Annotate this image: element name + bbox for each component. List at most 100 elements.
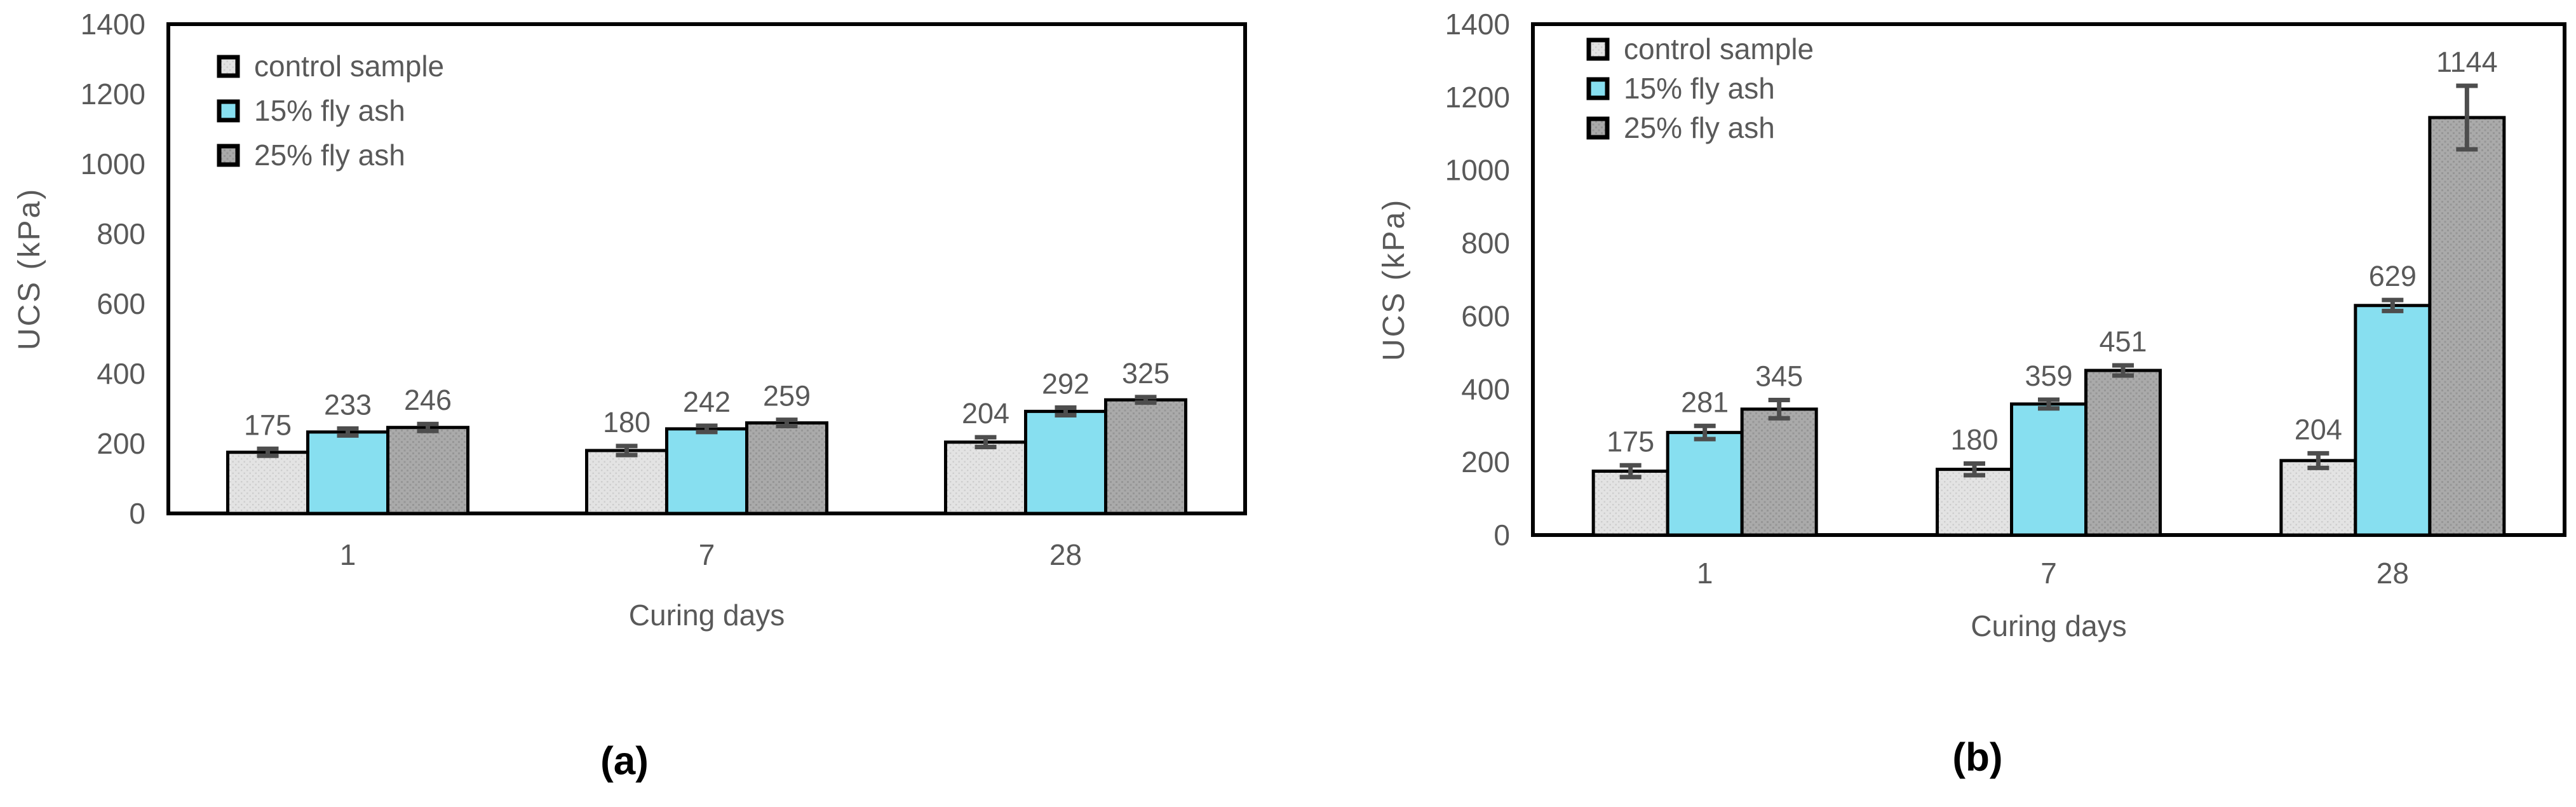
legend-item-control-sample: control sample	[1586, 32, 1814, 65]
y-tick-label: 1200	[81, 78, 145, 111]
bar-control-sample-day28	[944, 440, 1027, 515]
legend-swatch	[1586, 77, 1610, 100]
bar-25-fly-ash-day7	[2084, 369, 2162, 537]
bar-25-fly-ash-day1	[1740, 407, 1818, 537]
bar-value-label: 345	[1755, 360, 1803, 393]
bar-control-sample-day7	[1936, 468, 2013, 537]
x-axis-title: Curing days	[1971, 609, 2126, 642]
x-tick-label: 7	[699, 538, 715, 571]
error-bar	[1768, 398, 1790, 421]
legend-item-15-fly-ash: 15% fly ash	[217, 94, 405, 127]
legend-item-25-fly-ash: 25% fly ash	[1586, 111, 1775, 144]
bar-value-label: 233	[324, 388, 372, 421]
bar-15-fly-ash-day7	[665, 427, 748, 515]
bar-value-label: 451	[2099, 325, 2147, 358]
error-bar	[2038, 397, 2060, 411]
error-bar	[974, 435, 997, 449]
y-tick-label: 800	[97, 217, 145, 250]
bar-value-label: 204	[962, 397, 1009, 430]
y-tick-label: 1400	[1445, 8, 1510, 41]
y-tick-label: 600	[1461, 299, 1510, 332]
y-tick-label: 0	[129, 497, 145, 530]
legend-item-control-sample: control sample	[217, 50, 444, 83]
error-bar	[2112, 363, 2134, 378]
bar-value-label: 242	[683, 386, 731, 418]
bar-value-label: 175	[1607, 425, 1654, 458]
legend-item-25-fly-ash: 25% fly ash	[217, 139, 405, 172]
bar-15-fly-ash-day28	[2354, 304, 2432, 537]
x-axis-title: Curing days	[629, 599, 785, 632]
error-bar	[696, 423, 718, 435]
error-bar	[2456, 83, 2478, 152]
y-tick-label: 1000	[1445, 154, 1510, 187]
bar-control-sample-day1	[1591, 470, 1669, 537]
y-tick-label: 1200	[1445, 81, 1510, 114]
bar-25-fly-ash-day1	[386, 426, 469, 515]
legend-swatch	[217, 55, 240, 78]
caption-b: (b)	[1952, 735, 2003, 780]
y-tick-label: 400	[1461, 372, 1510, 405]
bar-value-label: 325	[1122, 357, 1170, 390]
bar-25-fly-ash-day28	[2428, 116, 2506, 537]
y-axis-title: UCS (kPa)	[1377, 198, 1411, 361]
bar-25-fly-ash-day28	[1104, 398, 1187, 515]
error-bar	[1619, 463, 1642, 480]
y-tick-label: 400	[97, 357, 145, 390]
bar-value-label: 359	[2025, 360, 2072, 392]
y-tick-label: 200	[1461, 445, 1510, 478]
y-tick-label: 0	[1494, 519, 1510, 552]
legend-label: 25% fly ash	[1624, 111, 1775, 144]
caption-a: (a)	[600, 739, 649, 783]
bar-value-label: 246	[404, 384, 452, 416]
bar-15-fly-ash-day28	[1024, 409, 1107, 515]
bar-value-label: 281	[1681, 386, 1729, 418]
bar-value-label: 175	[244, 409, 292, 441]
error-bar	[616, 444, 638, 458]
error-bar	[2382, 297, 2404, 313]
legend-swatch	[217, 144, 240, 167]
y-tick-label: 1000	[81, 147, 145, 180]
legend-swatch	[1586, 116, 1610, 140]
legend-swatch	[1586, 37, 1610, 61]
legend-label: 15% fly ash	[254, 94, 405, 127]
y-tick-label: 600	[97, 287, 145, 320]
legend-label: control sample	[1624, 32, 1814, 65]
bar-chart-b: 0 200 400 600 800 1000 1200 1400 UCS (kPa) 1 7 28 Cu…	[1377, 8, 2566, 642]
bar-chart-a: 0 200 400 600 800 1000 1200 1400 UCS (kPa) 1 7 28 Cu…	[13, 8, 1247, 632]
bar-control-sample-day28	[2279, 459, 2357, 537]
bar-value-label: 1144	[2436, 46, 2498, 78]
bar-value-label: 180	[1950, 423, 1998, 456]
error-bar	[776, 417, 798, 428]
bar-value-label: 204	[2295, 413, 2342, 445]
bar-value-label: 259	[763, 380, 811, 412]
bar-value-label: 180	[603, 406, 651, 438]
x-tick-label: 1	[1697, 557, 1713, 590]
legend-swatch	[217, 99, 240, 123]
legend-item-15-fly-ash: 15% fly ash	[1586, 72, 1775, 105]
error-bar	[2307, 451, 2330, 470]
bar-15-fly-ash-day1	[306, 430, 389, 515]
error-bar	[257, 446, 279, 458]
y-tick-label: 800	[1461, 227, 1510, 260]
legend-label: 15% fly ash	[1624, 72, 1775, 105]
y-tick-label: 1400	[81, 8, 145, 41]
error-bar	[1135, 395, 1157, 405]
error-bar	[1055, 405, 1077, 417]
x-tick-label: 1	[340, 538, 356, 571]
error-bar	[1694, 423, 1716, 442]
x-tick-label: 7	[2040, 557, 2057, 590]
bar-15-fly-ash-day7	[2010, 402, 2087, 537]
bar-control-sample-day7	[585, 449, 668, 515]
error-bar	[417, 421, 439, 433]
bar-25-fly-ash-day7	[745, 421, 828, 515]
error-bar	[337, 426, 359, 438]
bar-15-fly-ash-day1	[1666, 431, 1744, 537]
bar-control-sample-day1	[226, 451, 309, 515]
bar-value-label: 629	[2369, 260, 2417, 292]
x-tick-label: 28	[2377, 557, 2409, 590]
legend-label: 25% fly ash	[254, 139, 405, 172]
error-bar	[1964, 461, 1985, 478]
x-tick-label: 28	[1049, 538, 1082, 571]
legend-label: control sample	[254, 50, 444, 83]
